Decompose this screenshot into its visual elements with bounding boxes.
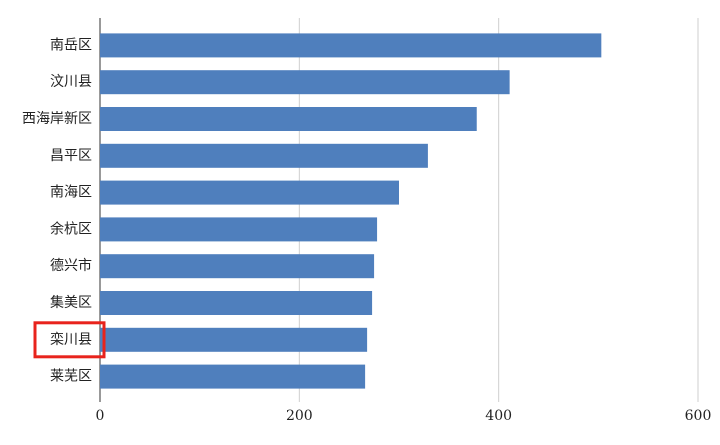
bar: [100, 180, 399, 205]
y-tick-label: 德兴市: [50, 257, 92, 274]
highlight-box: [33, 321, 106, 359]
bar: [100, 143, 428, 168]
bar: [100, 107, 477, 131]
y-tick-label: 南岳区: [50, 37, 92, 53]
x-tick-label: 200: [286, 408, 313, 424]
y-tick-label: 昌平区: [50, 148, 92, 164]
bar: [100, 327, 368, 352]
y-tick-label: 汶川县: [50, 73, 92, 90]
x-tick-label: 0: [96, 408, 105, 424]
bar: [100, 70, 510, 95]
y-tick-label: 莱芜区: [50, 368, 92, 385]
bar: [100, 33, 602, 58]
y-tick-label: 集美区: [50, 294, 92, 311]
y-tick-label: 栾川县: [50, 331, 92, 348]
bar: [100, 364, 366, 389]
x-tick-label: 600: [685, 408, 712, 424]
y-tick-label: 余杭区: [50, 220, 92, 237]
y-tick-label: 南海区: [50, 185, 92, 201]
x-tick-label: 400: [485, 408, 512, 424]
bar: [100, 254, 375, 279]
y-tick-label: 西海岸新区: [22, 111, 92, 127]
bar: [100, 291, 373, 315]
bar: [100, 217, 378, 242]
